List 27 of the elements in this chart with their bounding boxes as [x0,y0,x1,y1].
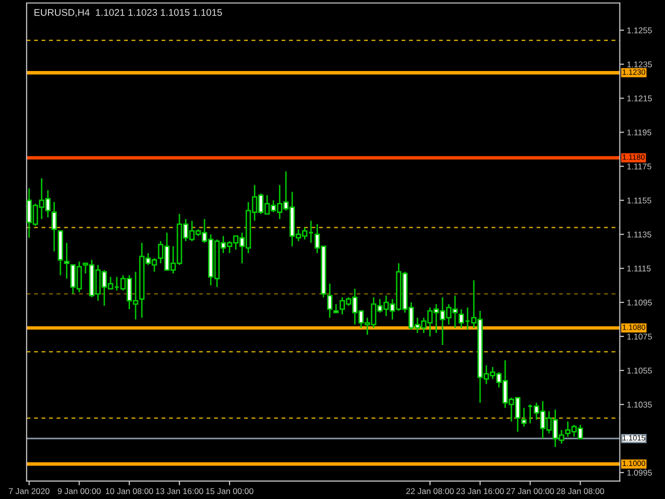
y-tick-label: 1.1095 [627,300,652,306]
y-tick-label: 1.1175 [627,164,652,170]
y-tick-label: 1.1055 [627,368,652,374]
text: EURUSD,H4 1.1021 1.1023 1.1015 1.1015 [34,8,222,18]
y-tick-label: 1.1215 [627,95,652,102]
y-tick-label: 1.1135 [627,232,652,238]
x-tick-label: 22 Jan 08:00 [406,488,454,494]
x-tick-label: 23 Jan 16:00 [456,488,504,494]
y-tick-label: 1.1155 [627,198,652,204]
y-tick-label: 1.1075 [627,334,652,340]
y-tick-label: 1.1235 [627,61,652,68]
x-tick-label: 7 Jan 2020 [8,488,50,494]
candlestick [51,201,57,252]
candlestick [64,242,70,280]
x-tick-label: 15 Jan 00:00 [206,488,254,494]
y-tick-label: 1.1255 [627,27,652,34]
x-tick-label: 9 Jan 00:00 [58,488,101,494]
x-tick-label: 13 Jan 16:00 [156,488,204,494]
x-tick-label: 28 Jan 08:00 [556,488,604,494]
y-tick-label: 1.1195 [627,129,652,136]
y-tick-label: 1.1035 [627,402,652,408]
y-tick-label: 1.0995 [627,470,652,476]
x-tick-label: 10 Jan 08:00 [106,488,154,494]
candlestick [327,283,332,318]
x-tick-label: 27 Jan 00:00 [506,488,554,494]
y-tick-label: 1.1115 [627,266,651,272]
candlestick [521,407,527,428]
